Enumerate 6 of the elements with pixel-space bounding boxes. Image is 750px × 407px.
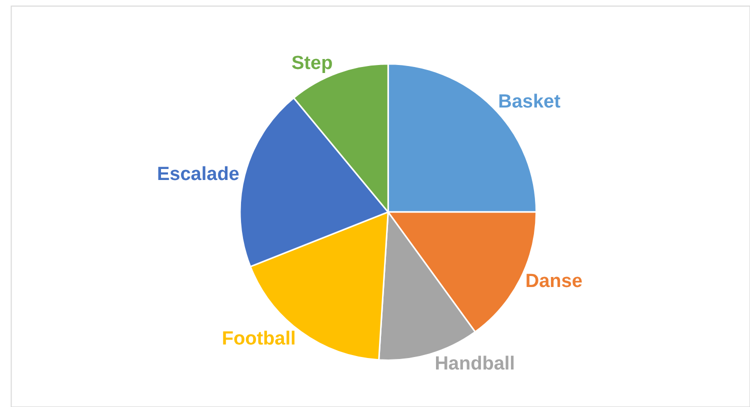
- slice-label: Step: [292, 52, 333, 74]
- slice-label: Handball: [434, 353, 515, 374]
- slice-label: Basket: [498, 92, 562, 113]
- slice-label: Football: [222, 328, 296, 350]
- slice-label: Danse: [525, 270, 582, 292]
- slice-label: Escalade: [156, 164, 240, 186]
